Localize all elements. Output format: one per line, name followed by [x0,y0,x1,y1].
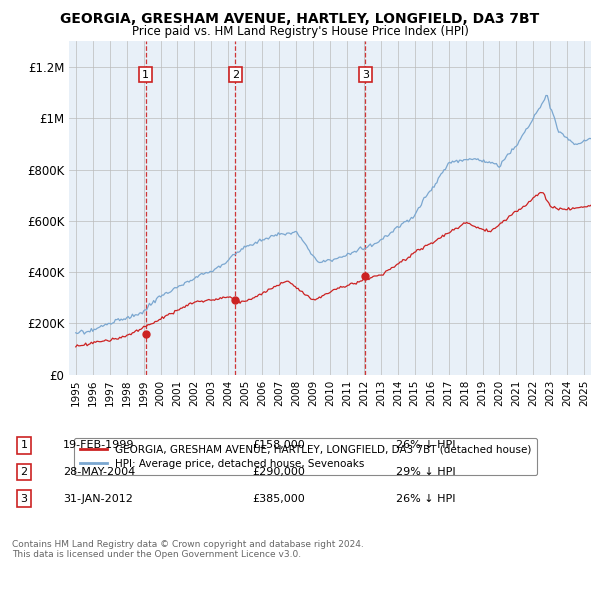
Text: 3: 3 [362,70,369,80]
Text: 29% ↓ HPI: 29% ↓ HPI [396,467,455,477]
Text: 3: 3 [20,494,28,503]
Text: 19-FEB-1999: 19-FEB-1999 [63,441,134,450]
Text: £385,000: £385,000 [252,494,305,503]
Text: 28-MAY-2004: 28-MAY-2004 [63,467,135,477]
Text: 1: 1 [142,70,149,80]
Text: Price paid vs. HM Land Registry's House Price Index (HPI): Price paid vs. HM Land Registry's House … [131,25,469,38]
Text: 26% ↓ HPI: 26% ↓ HPI [396,441,455,450]
Text: £290,000: £290,000 [252,467,305,477]
Text: £158,000: £158,000 [252,441,305,450]
Text: 26% ↓ HPI: 26% ↓ HPI [396,494,455,503]
Legend: GEORGIA, GRESHAM AVENUE, HARTLEY, LONGFIELD, DA3 7BT (detached house), HPI: Aver: GEORGIA, GRESHAM AVENUE, HARTLEY, LONGFI… [74,438,538,475]
Text: Contains HM Land Registry data © Crown copyright and database right 2024.
This d: Contains HM Land Registry data © Crown c… [12,540,364,559]
Text: GEORGIA, GRESHAM AVENUE, HARTLEY, LONGFIELD, DA3 7BT: GEORGIA, GRESHAM AVENUE, HARTLEY, LONGFI… [61,12,539,26]
Text: 2: 2 [232,70,239,80]
Text: 31-JAN-2012: 31-JAN-2012 [63,494,133,503]
Text: 2: 2 [20,467,28,477]
Text: 1: 1 [20,441,28,450]
